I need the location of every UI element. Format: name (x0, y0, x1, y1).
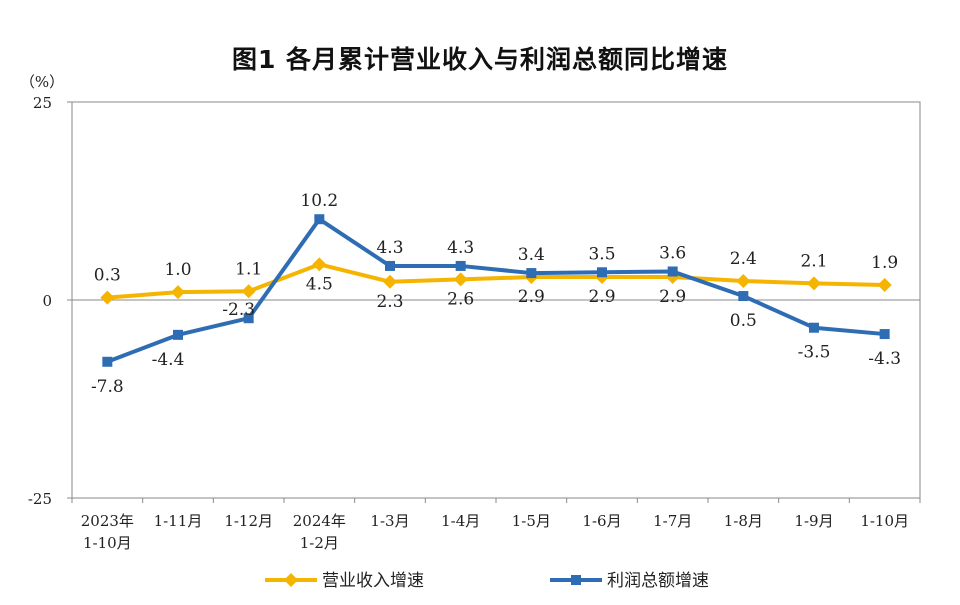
data-point (171, 285, 185, 300)
data-point (314, 214, 325, 225)
data-label-revenue: 0.3 (94, 266, 121, 286)
data-label-revenue: 1.0 (164, 260, 191, 280)
data-label-revenue: 2.1 (800, 251, 827, 271)
x-tick-label: 2024年 1-2月 (293, 512, 346, 552)
x-tick-label: 1-11月 (154, 512, 203, 530)
x-tick-label: 1-3月 (370, 512, 409, 530)
data-label-revenue: 2.9 (588, 287, 615, 307)
data-label-revenue: 2.9 (518, 287, 545, 307)
data-label-profit: -4.4 (152, 350, 185, 370)
y-tick-label: 0 (42, 292, 52, 310)
data-point (385, 260, 395, 271)
data-point (241, 284, 256, 299)
data-point (736, 273, 751, 288)
data-point (597, 267, 607, 278)
y-tick-label: 25 (33, 94, 52, 112)
legend-marker (284, 573, 298, 587)
data-label-profit: -2.3 (222, 300, 255, 320)
data-label-profit: 4.3 (376, 238, 403, 258)
data-point (243, 313, 254, 324)
data-label-profit: -7.8 (91, 377, 124, 397)
chart-title: 图1 各月累计营业收入与利润总额同比增速 (231, 45, 729, 74)
x-tick-label: 1-10月 (860, 512, 909, 530)
x-tick-label: 1-8月 (724, 512, 763, 530)
data-point (455, 260, 466, 271)
series-line-revenue (107, 262, 885, 300)
x-tick-label: 1-9月 (794, 512, 833, 530)
data-point (667, 266, 678, 277)
data-label-revenue: 2.3 (376, 292, 403, 312)
data-label-profit: 4.3 (447, 238, 474, 258)
x-tick-label: 1-7月 (653, 512, 692, 530)
data-point (173, 329, 183, 340)
data-label-revenue: 2.6 (447, 289, 474, 309)
legend-label: 利润总额增速 (607, 571, 709, 591)
x-tick-label: 2023年 1-10月 (81, 512, 134, 552)
x-tick-label: 1-12月 (224, 512, 273, 530)
series-line-profit (106, 217, 885, 364)
data-label-profit: 3.6 (659, 243, 686, 263)
data-label-profit: -3.5 (798, 343, 831, 363)
data-point (877, 277, 892, 292)
legend-marker (571, 575, 581, 585)
data-point (807, 276, 821, 291)
y-unit-label: （%） (20, 73, 64, 91)
x-tick-label: 1-5月 (512, 512, 551, 530)
data-point (312, 257, 327, 272)
data-label-revenue: 1.9 (871, 253, 898, 273)
data-point (809, 322, 819, 333)
data-label-revenue: 2.9 (659, 287, 686, 307)
data-label-profit: 3.4 (518, 245, 545, 265)
data-point (526, 268, 537, 279)
data-point (383, 274, 397, 289)
data-label-profit: 3.5 (588, 244, 615, 264)
x-tick-label: 1-4月 (441, 512, 480, 530)
y-tick-label: -25 (28, 490, 52, 508)
data-label-profit: -4.3 (868, 349, 901, 369)
data-point (453, 272, 468, 287)
data-point (879, 329, 890, 340)
data-label-profit: 0.5 (730, 311, 757, 331)
data-label-revenue: 2.4 (730, 249, 757, 269)
x-tick-label: 1-6月 (582, 512, 621, 530)
data-point (100, 290, 115, 305)
data-point (102, 356, 113, 367)
data-label-revenue: 4.5 (306, 274, 333, 294)
data-point (738, 291, 749, 302)
data-label-revenue: 1.1 (235, 259, 262, 279)
data-label-profit: 10.2 (300, 191, 338, 211)
legend-label: 营业收入增速 (322, 571, 424, 591)
